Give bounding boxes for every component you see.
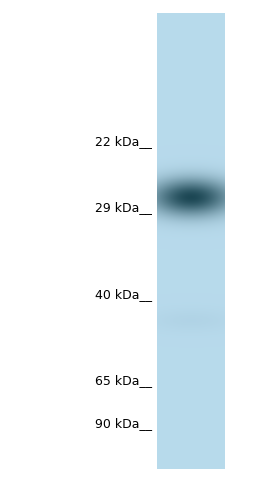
Text: 65 kDa__: 65 kDa__	[95, 374, 152, 387]
Text: 22 kDa__: 22 kDa__	[95, 135, 152, 148]
Text: 29 kDa__: 29 kDa__	[95, 201, 152, 214]
Text: 90 kDa__: 90 kDa__	[95, 417, 152, 431]
Text: 40 kDa__: 40 kDa__	[95, 288, 152, 301]
